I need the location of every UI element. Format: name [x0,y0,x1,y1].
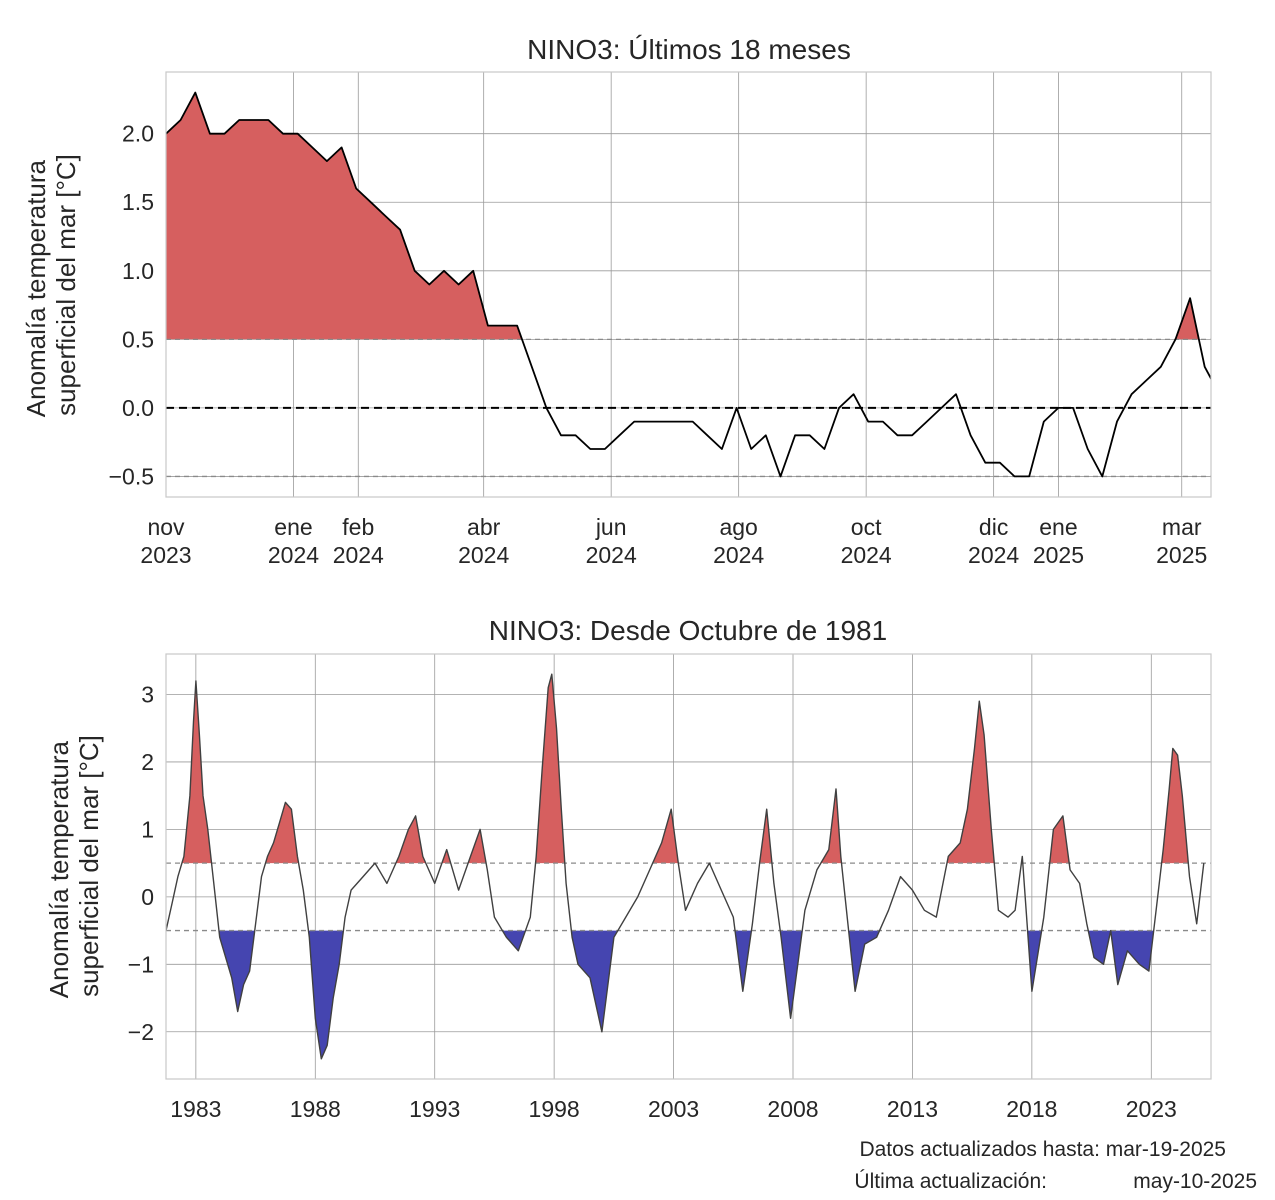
cold-anomaly-fill [219,930,255,1012]
x-tick-label: ago 2024 [713,514,764,568]
fill-recent [166,92,1199,340]
warm-anomaly-fill [166,92,522,340]
footer: Datos actualizados hasta: mar-19-2025 Úl… [854,1138,1257,1193]
x-tick-year: 2024 [458,542,509,568]
plot-frame-historic [165,653,1212,1080]
x-tick-month: feb [342,514,374,540]
warm-anomaly-fill [265,802,299,864]
x-tick-label: feb 2024 [333,514,384,568]
warm-anomaly-fill [181,681,212,864]
warm-anomaly-fill [395,815,426,864]
x-tick-label: mar 2025 [1156,514,1207,568]
x-tick-year: 2024 [841,542,892,568]
chart-title-recent: NINO3: Últimos 18 meses [527,34,851,65]
y-axis-label-historic: Anomalía temperatura superficial del mar… [44,734,104,998]
y-tick-label: 0.5 [122,326,154,352]
y-tick-labels-historic: −2 −1 0 1 2 3 [128,681,154,1044]
x-tick-label: ene 2025 [1033,514,1084,568]
x-tick-label: 1983 [170,1096,221,1122]
cold-anomaly-fill [848,930,880,992]
cold-anomaly-fill [1088,930,1154,985]
anomaly-series-line [166,673,1205,1060]
warm-anomaly-fill [1175,298,1199,340]
x-tick-label: 1988 [290,1096,341,1122]
warm-anomaly-fill [535,674,565,864]
warm-anomaly-fill [759,809,772,864]
reference-lines-historic [166,862,1211,932]
x-tick-year: 2024 [713,542,764,568]
chart-panel-recent: NINO3: Últimos 18 meses −0.5 0.0 0.5 1.0 1.5… [21,34,1212,568]
x-tick-month: nov [147,514,185,540]
y-tick-label: −2 [128,1019,154,1045]
chart-title-historic: NINO3: Desde Octubre de 1981 [489,615,887,646]
x-tick-year: 2024 [586,542,637,568]
y-axis-label-line2: superficial del mar [°C] [51,154,81,416]
y-axis-label-line2: superficial del mar [°C] [74,735,104,997]
warm-anomaly-fill [820,788,842,864]
reference-lines-recent [166,338,1211,478]
cold-anomaly-fill [735,930,752,992]
warm-anomaly-fill [441,849,451,864]
x-tick-label: 1998 [529,1096,580,1122]
x-tick-label: 2003 [648,1096,699,1122]
warm-anomaly-fill [468,829,487,864]
plot-frame-recent [165,71,1212,498]
cold-anomaly-fill [571,930,618,1032]
y-tick-label: 1 [141,816,154,842]
y-tick-label: 2.0 [122,121,154,147]
x-tick-year: 2023 [140,542,191,568]
y-tick-label: 1.0 [122,258,154,284]
warm-anomaly-fill [1161,748,1189,864]
y-tick-labels-recent: −0.5 0.0 0.5 1.0 1.5 2.0 [109,121,154,490]
anomaly-series-line [166,91,1211,478]
y-tick-label: −0.5 [109,463,154,489]
x-tick-month: ene [274,514,312,540]
y-axis-label-line1: Anomalía temperatura [21,159,51,417]
x-tick-label: 1993 [409,1096,460,1122]
fill-historic [181,674,1189,1059]
footer-last-update-label: Última actualización: [854,1170,1047,1193]
y-tick-label: 3 [141,681,154,707]
x-tick-month: jun [595,514,627,540]
x-tick-labels-historic: 1983 1988 1993 1998 2003 2008 2013 2018 2023 [170,1096,1177,1122]
y-tick-label: 1.5 [122,189,154,215]
x-tick-label: abr 2024 [458,514,509,568]
x-tick-label: 2018 [1006,1096,1057,1122]
x-tick-year: 2025 [1033,542,1084,568]
y-tick-label: 0 [141,884,154,910]
x-tick-month: dic [979,514,1008,540]
x-tick-year: 2025 [1156,542,1207,568]
series-historic [166,673,1205,1060]
x-tick-label: 2023 [1126,1096,1177,1122]
series-recent [166,91,1211,478]
x-tick-label: oct 2024 [841,514,892,568]
x-tick-label: ene 2024 [268,514,319,568]
x-tick-label: dic 2024 [968,514,1019,568]
x-tick-label: 2013 [887,1096,938,1122]
y-tick-label: 2 [141,749,154,775]
x-tick-month: ene [1039,514,1077,540]
footer-last-update-value: may-10-2025 [1133,1170,1257,1193]
x-tick-year: 2024 [968,542,1019,568]
chart-panel-historic: NINO3: Desde Octubre de 1981 −2 −1 0 1 2 3 19… [44,615,1212,1122]
x-tick-month: mar [1162,514,1202,540]
y-axis-label-line1: Anomalía temperatura [44,740,74,998]
x-tick-label: nov 2023 [140,514,191,568]
x-tick-label: 2008 [767,1096,818,1122]
footer-data-updated: Datos actualizados hasta: mar-19-2025 [859,1138,1226,1161]
y-axis-label-recent: Anomalía temperatura superficial del mar… [21,153,81,417]
x-tick-label: jun 2024 [586,514,637,568]
x-tick-month: abr [467,514,501,540]
x-tick-month: oct [851,514,882,540]
y-tick-label: −1 [128,951,154,977]
warm-anomaly-fill [946,701,995,864]
y-tick-label: 0.0 [122,395,154,421]
cold-anomaly-fill [780,930,803,1019]
x-tick-year: 2024 [268,542,319,568]
x-tick-month: ago [719,514,757,540]
x-tick-year: 2024 [333,542,384,568]
